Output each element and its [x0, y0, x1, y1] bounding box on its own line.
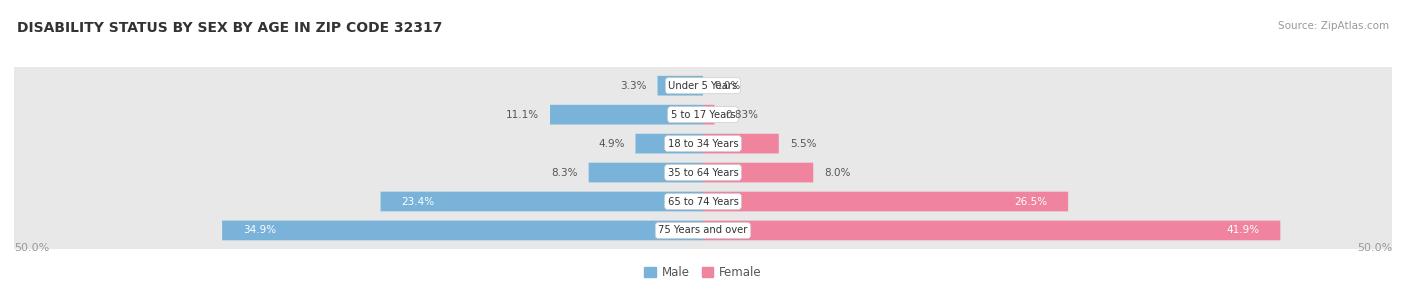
FancyBboxPatch shape — [703, 134, 779, 154]
Text: 75 Years and over: 75 Years and over — [658, 226, 748, 236]
Text: Under 5 Years: Under 5 Years — [668, 81, 738, 91]
Text: 35 to 64 Years: 35 to 64 Years — [668, 168, 738, 178]
Text: 26.5%: 26.5% — [1014, 196, 1047, 206]
Text: 8.0%: 8.0% — [824, 168, 851, 178]
FancyBboxPatch shape — [13, 63, 1393, 109]
Text: 11.1%: 11.1% — [506, 110, 538, 120]
Legend: Male, Female: Male, Female — [640, 261, 766, 284]
Text: 5.5%: 5.5% — [790, 139, 817, 149]
FancyBboxPatch shape — [703, 221, 1281, 240]
FancyBboxPatch shape — [589, 163, 703, 182]
Text: 41.9%: 41.9% — [1226, 226, 1260, 236]
FancyBboxPatch shape — [13, 92, 1393, 137]
Text: 3.3%: 3.3% — [620, 81, 647, 91]
Text: DISABILITY STATUS BY SEX BY AGE IN ZIP CODE 32317: DISABILITY STATUS BY SEX BY AGE IN ZIP C… — [17, 21, 443, 35]
FancyBboxPatch shape — [222, 221, 703, 240]
FancyBboxPatch shape — [703, 105, 714, 125]
FancyBboxPatch shape — [703, 192, 1069, 211]
Text: 8.3%: 8.3% — [551, 168, 578, 178]
FancyBboxPatch shape — [13, 179, 1393, 224]
Text: 23.4%: 23.4% — [401, 196, 434, 206]
FancyBboxPatch shape — [550, 105, 703, 125]
Text: 65 to 74 Years: 65 to 74 Years — [668, 196, 738, 206]
Text: 5 to 17 Years: 5 to 17 Years — [671, 110, 735, 120]
FancyBboxPatch shape — [703, 163, 813, 182]
FancyBboxPatch shape — [13, 150, 1393, 195]
FancyBboxPatch shape — [658, 76, 703, 95]
Text: 4.9%: 4.9% — [598, 139, 624, 149]
Text: 18 to 34 Years: 18 to 34 Years — [668, 139, 738, 149]
FancyBboxPatch shape — [13, 121, 1393, 167]
FancyBboxPatch shape — [381, 192, 703, 211]
Text: Source: ZipAtlas.com: Source: ZipAtlas.com — [1278, 21, 1389, 31]
Text: 50.0%: 50.0% — [1357, 244, 1392, 254]
FancyBboxPatch shape — [13, 208, 1393, 253]
Text: 50.0%: 50.0% — [14, 244, 49, 254]
Text: 0.83%: 0.83% — [725, 110, 758, 120]
Text: 0.0%: 0.0% — [714, 81, 741, 91]
Text: 34.9%: 34.9% — [243, 226, 276, 236]
FancyBboxPatch shape — [636, 134, 703, 154]
